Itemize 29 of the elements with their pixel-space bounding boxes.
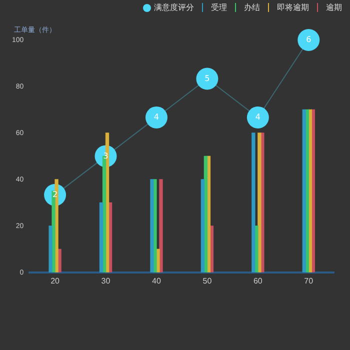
bar (302, 109, 306, 272)
bar (159, 179, 163, 272)
data-label: 5 (204, 74, 210, 83)
data-label: 6 (306, 35, 312, 44)
bar (99, 202, 104, 272)
x-tick-label: 40 (152, 276, 162, 286)
legend-label: 满意度评分 (154, 2, 194, 13)
point (246, 106, 269, 128)
bar (258, 132, 262, 272)
point (298, 29, 320, 51)
bar (150, 179, 154, 272)
point (145, 106, 168, 128)
legend-label: 受理 (211, 2, 227, 13)
x-tick-label: 70 (304, 276, 314, 286)
bar (52, 190, 56, 272)
legend-label: 逾期 (326, 2, 342, 13)
legend-label: 办结 (244, 2, 260, 13)
bar (200, 179, 205, 272)
legend-label: 即将逾期 (277, 2, 309, 13)
data-label: 4 (255, 112, 260, 122)
data-label: 4 (154, 112, 160, 122)
data-label: 3 (103, 151, 108, 160)
x-tick-label: 30 (101, 276, 111, 286)
x-tick-label: 20 (50, 276, 60, 286)
x-tick-label: 60 (253, 276, 263, 286)
point (196, 68, 218, 90)
bar (48, 226, 52, 272)
bar (252, 132, 256, 272)
x-tick-label: 50 (202, 276, 212, 286)
